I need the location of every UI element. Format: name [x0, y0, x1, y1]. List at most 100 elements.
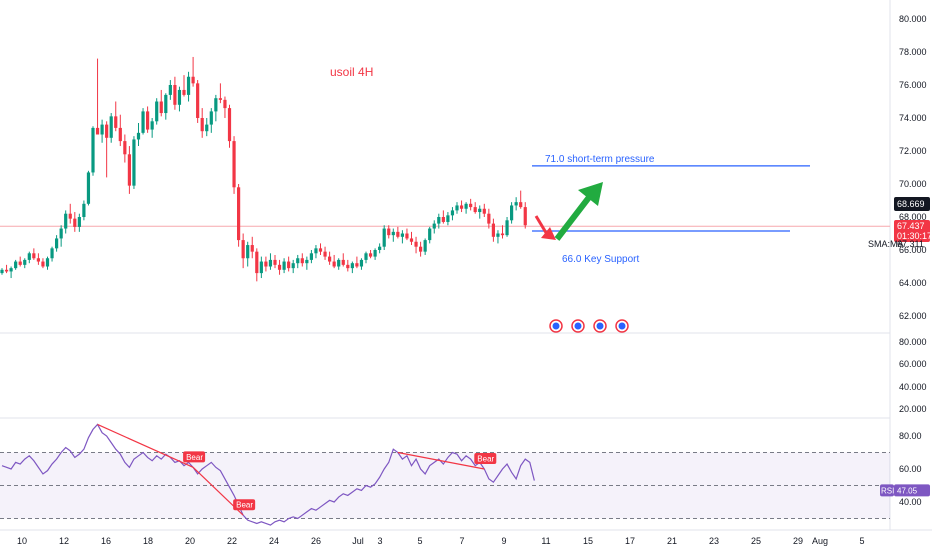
candle-body	[105, 124, 109, 138]
annotations: 71.0 short-term pressure 66.0 Key Support	[534, 154, 655, 333]
candle-body	[182, 89, 186, 95]
support-label: 66.0 Key Support	[562, 254, 639, 265]
candle-body	[419, 246, 423, 252]
up-arrow-head	[578, 182, 603, 206]
candle-body	[373, 250, 377, 257]
time-tick-label: 7	[459, 536, 464, 546]
candle-body	[132, 139, 136, 186]
time-tick-label: 5	[417, 536, 422, 546]
candle-body	[246, 245, 250, 259]
candle-body	[378, 246, 382, 250]
candle-body	[510, 205, 514, 221]
candle-body	[82, 203, 86, 217]
candle-body	[155, 101, 159, 122]
candle-body	[109, 116, 113, 138]
time-axis: 10 12 16 18 20 22 24 26 Jul 3 5 7 9 11 15 17 21 23 25 29 Aug…	[17, 536, 865, 546]
candle-body	[14, 261, 18, 269]
rsi-tick-label: 40.00	[899, 497, 922, 507]
candle-body	[264, 261, 268, 267]
candle-body	[487, 213, 491, 224]
candle-body	[218, 98, 222, 100]
candle-body	[323, 251, 327, 257]
candle-body	[478, 208, 482, 213]
candle-body	[409, 238, 414, 242]
candle-body	[223, 99, 227, 109]
candle-body	[450, 210, 455, 216]
current-price-tag-bg	[894, 220, 930, 242]
candle-body	[50, 248, 54, 259]
candle-body	[364, 253, 368, 260]
price-tick-label: 78.000	[899, 47, 927, 57]
candle-body	[9, 268, 13, 272]
down-arrow-head	[541, 227, 556, 240]
candle-body	[268, 259, 273, 267]
candle-body	[341, 259, 345, 265]
candle-body	[305, 259, 309, 264]
candle-body	[168, 85, 172, 95]
candle-body	[127, 154, 131, 186]
time-tick-label: 15	[583, 536, 593, 546]
horizontal-levels	[0, 165, 890, 232]
candle-body	[496, 233, 500, 237]
price-tick-label: 74.000	[899, 113, 927, 123]
rsi-pane: Bear Bear Bear	[0, 423, 890, 526]
time-tick-label: 22	[227, 536, 237, 546]
rsi-name-tag-bg	[880, 484, 894, 497]
candle-body	[309, 253, 313, 260]
candle-body	[255, 251, 259, 274]
candle-body	[186, 76, 191, 95]
rsi-tick-label: 80.00	[899, 431, 922, 441]
candle-body	[437, 217, 441, 224]
volume-tick-label: 20.000	[899, 404, 927, 414]
candle-body	[141, 111, 145, 133]
candle-body	[391, 231, 395, 236]
rsi-value-tag: 47.05	[897, 486, 918, 495]
divergence-badge: Bear	[186, 453, 203, 462]
candle-body	[455, 205, 459, 211]
candle-body	[469, 203, 473, 208]
time-tick-label: 23	[709, 536, 719, 546]
candle-body	[423, 240, 427, 252]
candle-body	[55, 238, 59, 249]
candle-body	[514, 202, 518, 206]
candle-body	[150, 121, 154, 130]
price-tick-label: 80.000	[899, 14, 927, 24]
candle-body	[368, 253, 373, 257]
candle-body	[118, 127, 122, 142]
last-price-tag: 68.669	[897, 199, 925, 209]
candle-body	[205, 124, 209, 132]
candle-body	[441, 217, 445, 222]
candle-body	[355, 263, 359, 267]
candle-body	[95, 127, 100, 135]
candle-body	[259, 261, 263, 274]
candle-body	[491, 223, 495, 237]
candlestick-series	[0, 56, 527, 282]
price-tick-label: 70.000	[899, 179, 927, 189]
candle-body	[432, 223, 436, 229]
time-tick-label: 25	[751, 536, 761, 546]
candle-body	[59, 228, 63, 239]
candle-body	[382, 228, 386, 247]
candle-body	[291, 263, 295, 269]
candle-body	[23, 259, 27, 265]
candle-body	[68, 213, 72, 219]
time-tick-label: 29	[793, 536, 803, 546]
price-tick-label: 62.000	[899, 311, 927, 321]
price-axis: 80.000 78.000 76.000 74.000 72.000 70.000 68.0…	[868, 14, 932, 507]
candle-body	[41, 261, 45, 267]
candle-body	[36, 258, 40, 262]
candle-body	[387, 228, 391, 236]
time-tick-label: 18	[143, 536, 153, 546]
candle-body	[146, 111, 150, 130]
up-arrow-shaft	[554, 194, 593, 241]
candle-body	[18, 261, 22, 265]
candle-body	[350, 263, 354, 269]
divergence-line	[97, 423, 194, 468]
candle-body	[114, 116, 118, 128]
time-tick-label: 21	[667, 536, 677, 546]
candle-body	[300, 258, 304, 264]
price-tick-label: 68.000	[899, 212, 927, 222]
time-tick-label: 20	[185, 536, 195, 546]
time-tick-label: 5	[859, 536, 864, 546]
